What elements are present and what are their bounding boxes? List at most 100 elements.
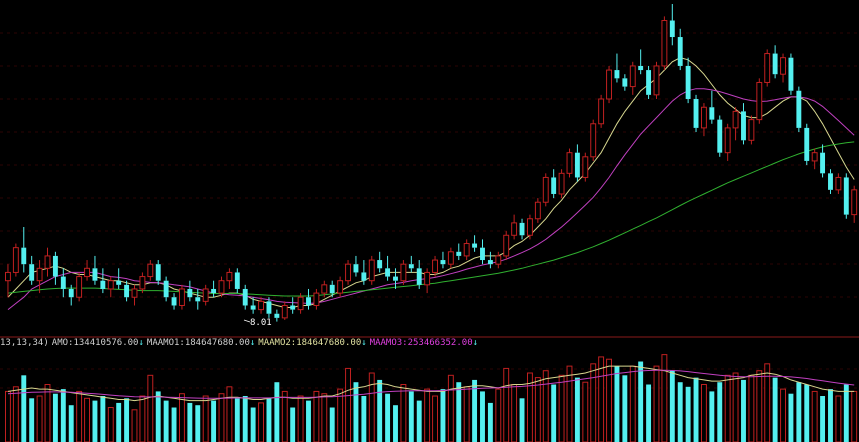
candle-body [472, 243, 478, 248]
candle [440, 251, 446, 269]
volume-bars [5, 354, 858, 442]
volume-bar [266, 398, 272, 442]
candle-body [171, 297, 177, 306]
candle-body [234, 272, 240, 289]
candle [519, 218, 525, 240]
candle [68, 284, 74, 306]
candle [393, 268, 398, 289]
volume-bar [306, 400, 311, 442]
volume-bar [393, 405, 398, 442]
volume-bar [700, 384, 707, 442]
volume-bar [542, 370, 549, 442]
candle [582, 152, 589, 182]
volume-bar [519, 398, 525, 442]
candle-body [250, 305, 256, 310]
volume-indicator-label: AMO:134410576.00 [52, 338, 139, 348]
volume-bar [60, 389, 66, 442]
candle [163, 276, 169, 302]
candle-body [598, 98, 605, 125]
volume-bar [447, 374, 454, 442]
candle [709, 90, 715, 124]
candle [306, 288, 311, 310]
candle [764, 49, 771, 87]
candle [820, 144, 826, 178]
candle-body [820, 152, 826, 174]
volume-bar [693, 377, 699, 442]
candle [21, 227, 27, 273]
volume-bar [258, 402, 264, 442]
candle [100, 268, 106, 294]
candle-body [709, 107, 715, 120]
candle [361, 260, 367, 285]
volume-bar [741, 379, 746, 442]
volume-bar [820, 396, 826, 442]
volume-bar [124, 398, 130, 442]
volume-bar [440, 389, 446, 442]
candle [756, 78, 763, 124]
volume-bar [598, 356, 605, 442]
candle-body [456, 251, 462, 256]
volume-bar [297, 395, 304, 442]
volume-bar [416, 400, 422, 442]
candle-body [669, 20, 675, 38]
candle [92, 255, 98, 285]
volume-bar [155, 391, 161, 442]
candle-body [368, 259, 375, 282]
volume-bar [526, 372, 533, 442]
candle [638, 49, 644, 75]
candle [677, 28, 683, 71]
volume-bar [638, 361, 644, 442]
candle [606, 65, 612, 104]
candle [187, 280, 193, 302]
candle [598, 94, 605, 128]
candle [400, 260, 407, 285]
candle [804, 123, 810, 166]
candle [52, 251, 58, 285]
volume-bar [432, 395, 438, 442]
volume-bar [487, 402, 493, 442]
candle-body [606, 69, 612, 100]
volume-bar [226, 386, 233, 442]
candle [211, 280, 217, 298]
candle-body [195, 297, 201, 302]
candle-body [408, 264, 414, 269]
candle [693, 94, 699, 133]
candle-body [258, 300, 264, 311]
candle-body [480, 247, 485, 261]
volume-bar [558, 374, 565, 442]
candle [337, 276, 344, 298]
candle [566, 148, 573, 178]
volume-bar [234, 398, 240, 442]
volume-bar [116, 402, 122, 442]
candle-body [646, 70, 652, 95]
candle [250, 297, 256, 314]
volume-bar [646, 384, 652, 442]
candle [558, 169, 565, 199]
volume-bar [321, 393, 328, 442]
candle-body [590, 123, 597, 158]
candle-body [100, 280, 106, 289]
candle [724, 123, 731, 161]
candle [5, 264, 11, 298]
candle [297, 293, 304, 314]
candle [60, 268, 66, 298]
candle [178, 284, 185, 310]
candle [124, 280, 130, 302]
candle-body [52, 255, 58, 277]
candle [503, 231, 510, 261]
candle [614, 53, 620, 83]
volume-indicator-label: MAAMO2:184647680.00 [258, 338, 361, 348]
candle-body [622, 78, 628, 87]
candle [408, 255, 414, 273]
candle-body [76, 276, 83, 298]
candle-body [84, 267, 90, 278]
candle-body [653, 65, 660, 96]
candle-body [297, 296, 304, 311]
candle-body [337, 280, 344, 294]
candle-body [44, 255, 51, 269]
candle-body [393, 276, 398, 281]
volume-bar [804, 384, 810, 442]
candle [424, 268, 431, 294]
candle-body [551, 177, 557, 194]
